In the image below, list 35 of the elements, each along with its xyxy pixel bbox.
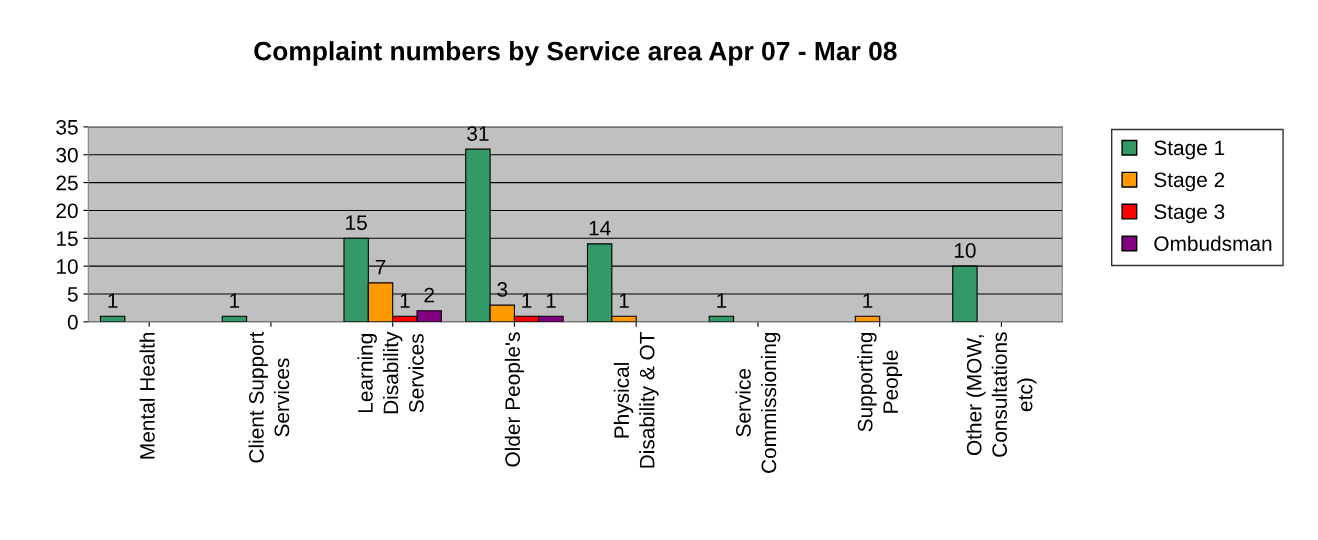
data-label: 1 [546, 293, 556, 308]
data-label: 1 [863, 293, 873, 308]
data-label: 10 [954, 243, 976, 258]
data-label: 1 [230, 293, 240, 308]
x-tick-label: Learning Disability Services [357, 331, 424, 414]
y-tick-label: 20 [56, 203, 78, 219]
data-label: 3 [497, 282, 508, 297]
data-label: 1 [400, 293, 410, 308]
data-label: 14 [589, 221, 611, 236]
data-label: 1 [522, 293, 532, 308]
x-tick-label: Other (MOW, Consultations etc) [966, 332, 1037, 457]
y-tick-label: 5 [67, 287, 78, 302]
y-tick-label: 30 [56, 147, 78, 163]
legend-label: Stage 1 [1154, 140, 1225, 160]
y-tick-label: 35 [56, 119, 78, 135]
x-tick-label: Supporting People [857, 332, 903, 432]
x-tick-label: Service Commissioning [735, 332, 781, 473]
legend-label: Ombudsman [1154, 235, 1272, 251]
legend-label: Stage 2 [1154, 172, 1225, 192]
legend-label: Stage 3 [1154, 204, 1225, 224]
data-label: 1 [717, 293, 727, 308]
x-tick-label: Client Support Services [248, 331, 290, 463]
y-tick-label: 15 [57, 231, 78, 247]
y-tick-label: 25 [56, 175, 78, 191]
chart-title: Complaint numbers by Service area Apr 07 - Mar 08 [254, 41, 897, 66]
y-tick-label: 0 [67, 314, 78, 330]
x-tick-label: Physical Disability & OT [613, 332, 659, 468]
data-label: 2 [424, 287, 434, 303]
x-tick-label: Mental Health [139, 332, 155, 459]
x-tick-label: Older People's [504, 332, 525, 467]
y-tick-label: 10 [57, 259, 78, 274]
data-label: 1 [108, 293, 118, 308]
data-label: 1 [619, 293, 629, 308]
data-label: 15 [346, 215, 367, 231]
data-label: 31 [467, 126, 489, 141]
